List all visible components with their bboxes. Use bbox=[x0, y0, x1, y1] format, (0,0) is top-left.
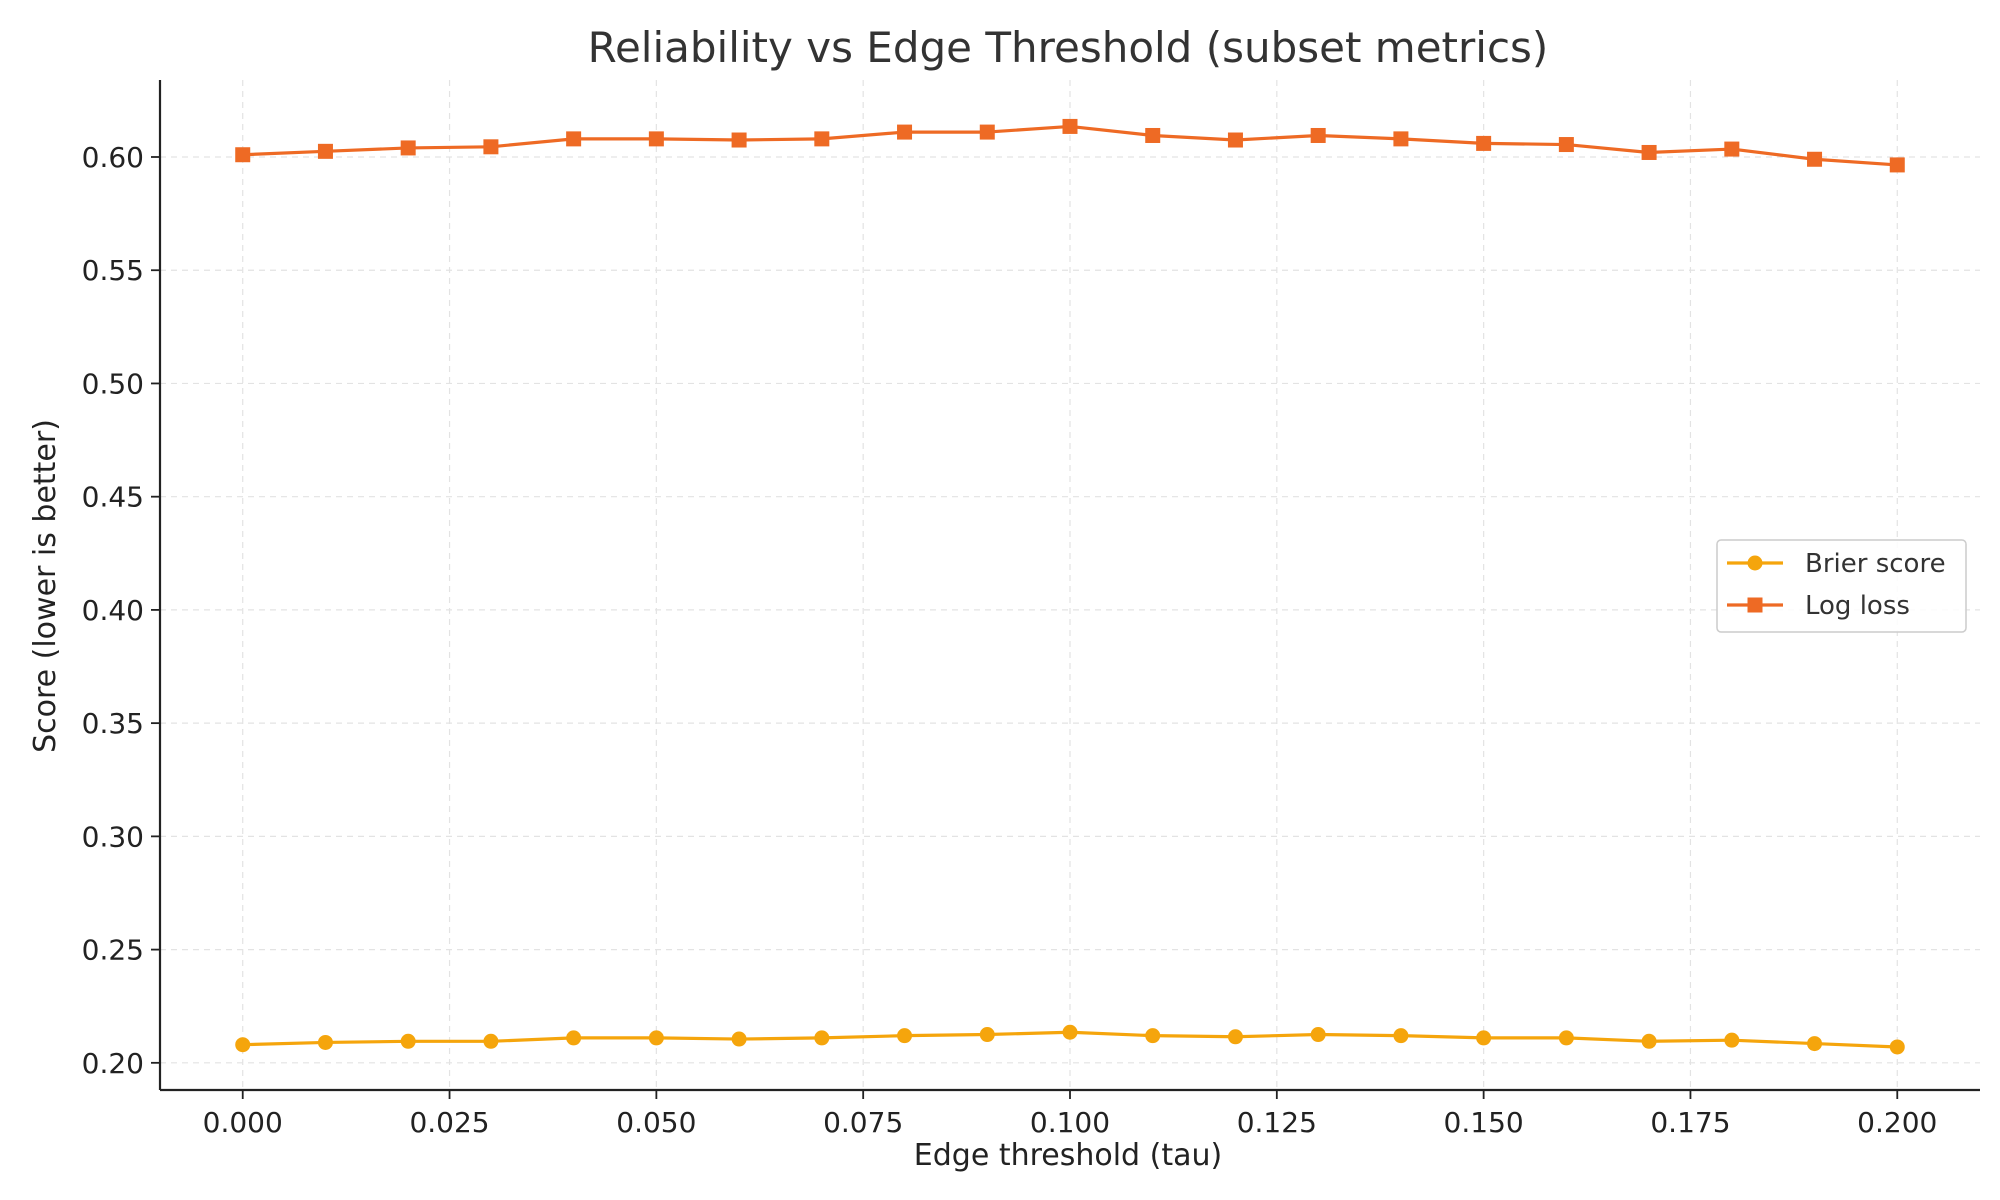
point-brier-score-9 bbox=[979, 1027, 995, 1043]
x-tick-label-4: 0.100 bbox=[1030, 1106, 1110, 1139]
axes-layer: 0.000 0.025 0.050 0.075 0.100 0.125 0.150 0.175… bbox=[82, 80, 1980, 1139]
point-log-loss-11 bbox=[1145, 127, 1161, 143]
point-brier-score-14 bbox=[1393, 1028, 1409, 1044]
legend-marker-brier-score bbox=[1747, 555, 1763, 571]
series-log-loss bbox=[235, 118, 1905, 173]
y-tick-label-6: 0.50 bbox=[82, 367, 144, 400]
point-log-loss-12 bbox=[1227, 132, 1243, 148]
point-log-loss-7 bbox=[814, 131, 830, 147]
point-brier-score-1 bbox=[317, 1034, 333, 1050]
chart-title: Reliability vs Edge Threshold (subset me… bbox=[588, 23, 1549, 72]
x-tick-label-7: 0.175 bbox=[1650, 1106, 1730, 1139]
point-brier-score-2 bbox=[400, 1033, 416, 1049]
x-tick-label-5: 0.125 bbox=[1237, 1106, 1317, 1139]
series-layer bbox=[235, 118, 1905, 1055]
point-log-loss-13 bbox=[1310, 127, 1326, 143]
legend-label-log-loss: Log loss bbox=[1805, 591, 1910, 621]
legend-item-brier-score: Brier score bbox=[1727, 549, 1946, 579]
y-tick-label-4: 0.40 bbox=[82, 594, 144, 627]
point-log-loss-19 bbox=[1807, 151, 1823, 167]
point-log-loss-14 bbox=[1393, 131, 1409, 147]
point-log-loss-0 bbox=[235, 147, 251, 163]
point-log-loss-4 bbox=[566, 131, 582, 147]
point-log-loss-10 bbox=[1062, 118, 1078, 134]
point-brier-score-6 bbox=[731, 1031, 747, 1047]
legend-label-brier-score: Brier score bbox=[1805, 549, 1946, 579]
series-brier-score bbox=[235, 1024, 1905, 1055]
point-brier-score-11 bbox=[1145, 1028, 1161, 1044]
y-tick-label-8: 0.60 bbox=[82, 141, 144, 174]
grid-layer bbox=[160, 80, 1980, 1090]
legend-marker-log-loss bbox=[1747, 597, 1763, 613]
y-tick-label-7: 0.55 bbox=[82, 254, 144, 287]
point-brier-score-20 bbox=[1889, 1039, 1905, 1055]
legend: Brier score Log loss bbox=[1716, 539, 1967, 633]
x-tick-label-6: 0.150 bbox=[1444, 1106, 1524, 1139]
point-log-loss-20 bbox=[1889, 157, 1905, 173]
point-log-loss-1 bbox=[317, 143, 333, 159]
x-tick-label-2: 0.050 bbox=[616, 1106, 696, 1139]
point-log-loss-18 bbox=[1724, 141, 1740, 157]
point-log-loss-8 bbox=[897, 124, 913, 140]
point-log-loss-6 bbox=[731, 132, 747, 148]
point-log-loss-9 bbox=[979, 124, 995, 140]
point-brier-score-10 bbox=[1062, 1024, 1078, 1040]
point-brier-score-7 bbox=[814, 1030, 830, 1046]
point-brier-score-15 bbox=[1476, 1030, 1492, 1046]
x-tick-label-1: 0.025 bbox=[409, 1106, 489, 1139]
point-brier-score-5 bbox=[648, 1030, 664, 1046]
y-tick-label-3: 0.35 bbox=[82, 707, 144, 740]
point-brier-score-18 bbox=[1724, 1032, 1740, 1048]
point-brier-score-4 bbox=[566, 1030, 582, 1046]
y-tick-label-2: 0.30 bbox=[82, 820, 144, 853]
point-brier-score-16 bbox=[1558, 1030, 1574, 1046]
point-brier-score-17 bbox=[1641, 1033, 1657, 1049]
x-axis-label: Edge threshold (tau) bbox=[914, 1138, 1222, 1173]
point-brier-score-0 bbox=[235, 1037, 251, 1053]
x-tick-label-3: 0.075 bbox=[823, 1106, 903, 1139]
point-log-loss-3 bbox=[483, 139, 499, 155]
y-tick-label-5: 0.45 bbox=[82, 481, 144, 514]
point-log-loss-16 bbox=[1558, 137, 1574, 153]
point-brier-score-3 bbox=[483, 1033, 499, 1049]
y-axis-label: Score (lower is better) bbox=[28, 419, 63, 753]
point-brier-score-13 bbox=[1310, 1027, 1326, 1043]
point-log-loss-17 bbox=[1641, 144, 1657, 160]
point-log-loss-5 bbox=[648, 131, 664, 147]
y-tick-label-1: 0.25 bbox=[82, 934, 144, 967]
point-log-loss-2 bbox=[400, 140, 416, 156]
point-brier-score-19 bbox=[1807, 1036, 1823, 1052]
x-tick-label-8: 0.200 bbox=[1857, 1106, 1937, 1139]
point-log-loss-15 bbox=[1476, 135, 1492, 151]
point-brier-score-8 bbox=[897, 1028, 913, 1044]
y-tick-label-0: 0.20 bbox=[82, 1047, 144, 1080]
legend-item-log-loss: Log loss bbox=[1727, 591, 1910, 621]
point-brier-score-12 bbox=[1227, 1029, 1243, 1045]
x-tick-label-0: 0.000 bbox=[203, 1106, 283, 1139]
